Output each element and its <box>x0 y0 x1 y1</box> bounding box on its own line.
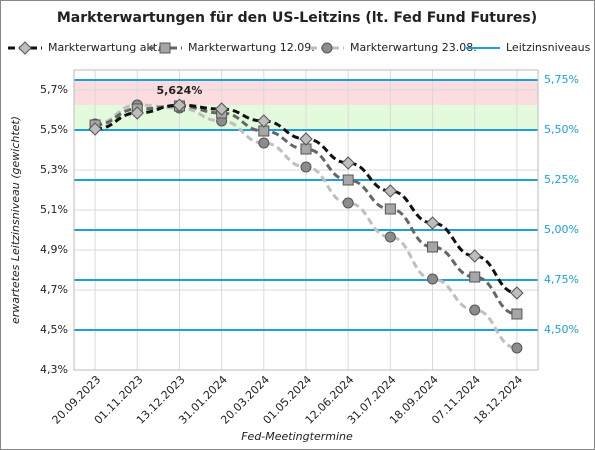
chart-title: Markterwartungen für den US-Leitzins (lt… <box>57 10 537 26</box>
y-tick-label: 4,7% <box>40 283 68 296</box>
marker <box>383 184 398 198</box>
marker <box>258 137 270 149</box>
marker <box>469 271 481 283</box>
marker <box>511 342 523 354</box>
y-tick-label: 4,9% <box>40 243 68 256</box>
y2-tick-label: 4,75% <box>544 273 579 286</box>
legend-label: Markterwartung 12.09. <box>188 41 315 54</box>
marker <box>257 114 271 128</box>
y-tick-label: 5,3% <box>40 163 68 176</box>
y2-tick-label: 5,50% <box>544 123 579 136</box>
marker <box>384 231 396 243</box>
marker <box>427 241 439 253</box>
plot-border <box>73 69 539 371</box>
y-tick-label: 5,1% <box>40 203 68 216</box>
marker <box>130 106 144 120</box>
x-axis-label: Fed-Meetingtermine <box>241 430 353 443</box>
y-tick-label: 4,3% <box>40 363 68 376</box>
marker <box>299 132 313 146</box>
marker <box>384 203 396 215</box>
marker <box>468 249 482 263</box>
marker <box>427 273 439 285</box>
legend-marker <box>321 42 333 54</box>
legend-label: Markterwartung 23.08. <box>350 41 477 54</box>
legend-marker <box>159 42 171 54</box>
legend-marker <box>18 41 32 55</box>
marker <box>300 161 312 173</box>
marker <box>425 216 440 230</box>
y2-tick-label: 5,00% <box>544 223 579 236</box>
legend-label: Markterwartung akt. <box>48 41 161 54</box>
y-tick-label: 4,5% <box>40 323 68 336</box>
marker <box>342 174 354 186</box>
marker <box>214 102 229 116</box>
marker <box>172 98 187 112</box>
marker <box>510 286 524 300</box>
series-line <box>94 103 518 350</box>
marker <box>88 122 102 136</box>
marker <box>469 304 481 316</box>
marker <box>341 156 355 170</box>
legend-label: Leitzinsniveaus <box>506 41 591 54</box>
series-line <box>95 103 518 295</box>
marker <box>511 308 523 320</box>
y2-tick-label: 4,50% <box>544 323 579 336</box>
y-axis-label: erwartetes Leitzinsniveau (gewichtet) <box>9 116 22 324</box>
y-tick-label: 5,5% <box>40 123 68 136</box>
y2-tick-label: 5,75% <box>544 73 579 86</box>
y2-tick-label: 5,25% <box>544 173 579 186</box>
data-label: 5,624% <box>157 84 203 97</box>
y-tick-label: 5,7% <box>40 83 68 96</box>
marker <box>342 197 354 209</box>
